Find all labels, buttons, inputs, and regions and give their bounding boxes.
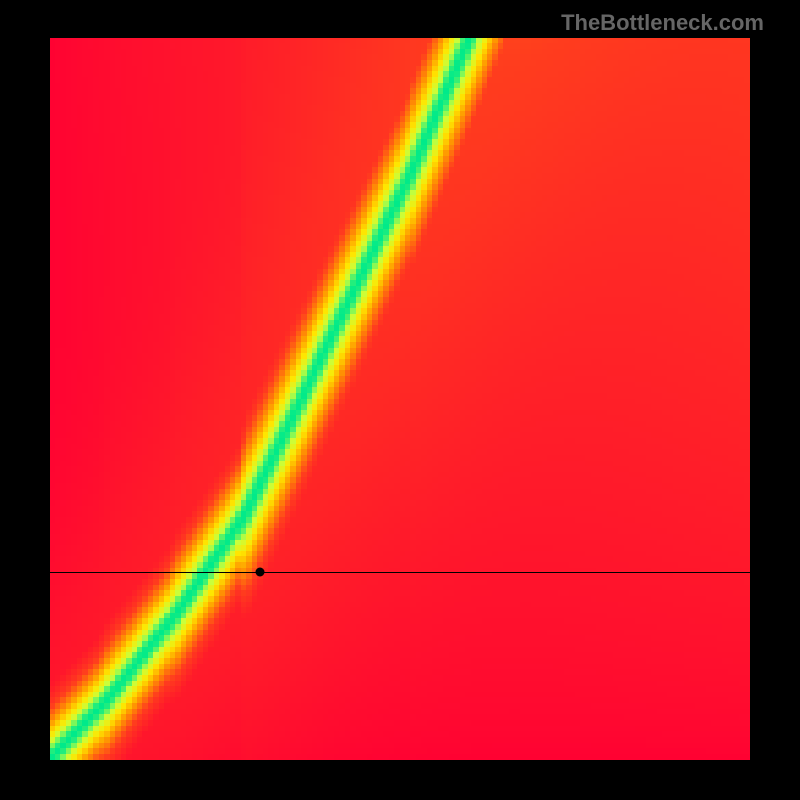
crosshair-marker <box>256 568 265 577</box>
crosshair-horizontal <box>50 572 750 573</box>
attribution-text: TheBottleneck.com <box>561 10 764 36</box>
heatmap-canvas <box>50 38 750 760</box>
bottleneck-heatmap <box>50 38 750 760</box>
